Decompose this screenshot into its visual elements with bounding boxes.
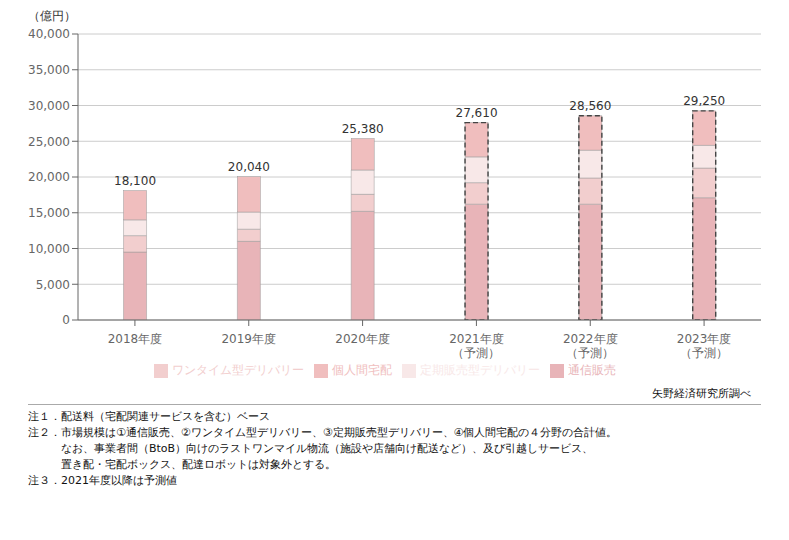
svg-text:2020年度: 2020年度 — [335, 332, 390, 346]
svg-text:30,000: 30,000 — [28, 99, 70, 113]
html-text:（億円）: （億円） — [28, 9, 76, 23]
html-text:個人間宅配: 個人間宅配 — [331, 363, 392, 377]
svg-text:25,000: 25,000 — [28, 135, 70, 149]
html-text:注１．配送料（宅配関連サービスを含む）ベース: 注１．配送料（宅配関連サービスを含む）ベース — [28, 410, 270, 423]
svg-text:29,250: 29,250 — [683, 94, 725, 108]
svg-text:2019年度: 2019年度 — [221, 332, 276, 346]
svg-text:0: 0 — [62, 313, 70, 327]
svg-text:35,000: 35,000 — [28, 63, 70, 77]
html-text:矢野経済研究所調べ: 矢野経済研究所調べ — [652, 387, 751, 400]
svg-text:20,040: 20,040 — [228, 160, 270, 174]
html-text:注３．2021年度以降は予測値: 注３．2021年度以降は予測値 — [28, 474, 177, 487]
html-text:なお、事業者間（BtoB）向けのラストワンマイル物流（施設や: なお、事業者間（BtoB）向けのラストワンマイル物流（施設や店舗向け配送など）、… — [28, 442, 594, 455]
svg-text:40,000: 40,000 — [28, 27, 70, 41]
html-text:注２．市場規模は①通信販売、②ワンタイム型デリバリー、③定期: 注２．市場規模は①通信販売、②ワンタイム型デリバリー、③定期販売型デリバリー、④… — [28, 426, 618, 439]
svg-text:2021年度（予測）: 2021年度（予測） — [449, 332, 504, 360]
svg-text:27,610: 27,610 — [456, 106, 498, 120]
html-text:定期販売型デリバリー: 定期販売型デリバリー — [419, 363, 540, 377]
svg-text:15,000: 15,000 — [28, 206, 70, 220]
html-text:置き配・宅配ボックス、配達ロボットは対象外とする。: 置き配・宅配ボックス、配達ロボットは対象外とする。 — [28, 458, 336, 471]
svg-text:2022年度（予測）: 2022年度（予測） — [563, 332, 618, 360]
svg-text:18,100: 18,100 — [114, 174, 156, 188]
svg-text:5,000: 5,000 — [36, 278, 70, 292]
svg-text:28,560: 28,560 — [569, 99, 611, 113]
svg-text:2023年度（予測）: 2023年度（予測） — [677, 332, 732, 360]
html-text:ワンタイム型デリバリー: ワンタイム型デリバリー — [171, 363, 304, 377]
svg-text:10,000: 10,000 — [28, 242, 70, 256]
svg-text:25,380: 25,380 — [342, 122, 384, 136]
html-text:通信販売: 通信販売 — [567, 363, 616, 377]
svg-text:20,000: 20,000 — [28, 170, 70, 184]
svg-text:2018年度: 2018年度 — [108, 332, 163, 346]
